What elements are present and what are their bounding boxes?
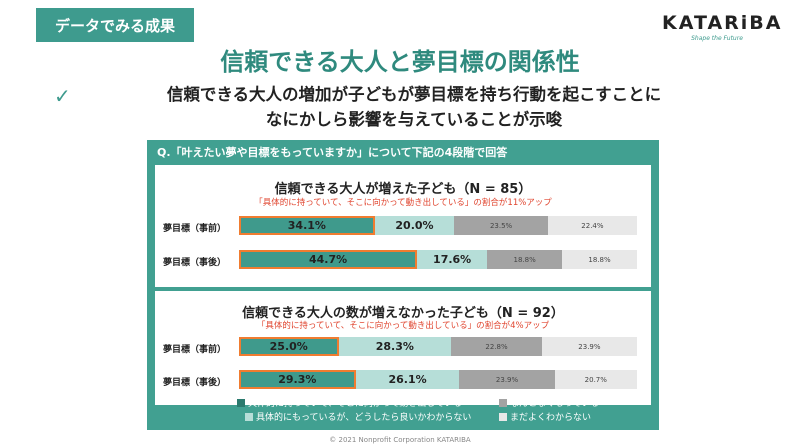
lead-line-2: なにかしら影響を与えていることが示唆 [265,110,563,129]
katariba-logo: KATARiBA Shape the Future [662,12,783,42]
data-label: 22.4% [581,221,604,230]
row-label: 夢目標（事前） [163,345,227,355]
data-label: 17.6% [433,253,472,266]
legend-swatch [237,398,245,407]
data-label: 18.8% [588,255,611,264]
bar-segment: 28.3% [338,337,452,356]
logo-text: KATARiBA [662,12,783,34]
lead-text: 信頼できる大人の増加が子どもが夢目標を持ち行動を起こすことに なにかしら影響を与… [84,82,744,132]
bar-segment: 20.7% [554,370,637,389]
data-label: 20.7% [584,375,607,384]
stacked-bar: 44.7% 17.6% 18.8% 18.8% [239,250,637,269]
group-title: 信頼できる大人が増えた子ども（N = 85） [274,182,532,197]
page-title: 信頼できる大人と夢目標の関係性 [220,48,580,76]
chart-group-increased: 信頼できる大人が増えた子ども（N = 85） 「具体的に持っていて、そこに向かっ… [155,165,651,287]
chart-group-not-increased: 信頼できる大人の数が増えなかった子ども（N = 92） 「具体的に持っていて、そ… [155,291,651,405]
bar-segment: 18.8% [562,250,637,269]
stacked-bar: 25.0% 28.3% 22.8% 23.9% [239,337,637,356]
bar-segment: 18.8% [487,250,563,269]
legend-item: 具体的に持っていて、そこに向かって動き出している [237,396,462,409]
legend-label: 具体的に持っていて、そこに向かって動き出している [248,399,463,409]
chart-legend: 具体的に持っていて、そこに向かって動き出している なんとなくもっている 具体的に… [237,391,617,427]
row-label: 夢目標（事後） [163,258,227,268]
lead-line-1: 信頼できる大人の増加が子どもが夢目標を持ち行動を起こすことに [166,85,662,104]
bar-segment: 29.3% [239,370,356,389]
legend-label: まだよくわからない [510,413,592,423]
row-label: 夢目標（事前） [163,224,227,234]
logo-tagline: Shape the Future [691,35,743,42]
group-subtitle: 「具体的に持っていて、そこに向かって動き出している」の割合が4%アップ [256,321,550,331]
section-tag: データでみる成果 [36,8,194,42]
data-label: 26.1% [388,373,427,386]
legend-item: 具体的にもっているが、どうしたら良いかわからない [245,410,471,423]
group-title: 信頼できる大人の数が増えなかった子ども（N = 92） [242,306,564,321]
data-label: 20.0% [395,219,434,232]
legend-label: なんとなくもっている [510,399,600,409]
bar-segment: 17.6% [417,250,488,269]
bar-segment: 23.5% [454,216,548,235]
legend-swatch [499,398,507,407]
bar-segment: 23.9% [541,337,637,356]
group-subtitle: 「具体的に持っていて、そこに向かって動き出している」の割合が11%アップ [254,198,552,208]
bar-segment: 34.1% [239,216,375,235]
data-label: 28.3% [375,340,414,353]
data-label: 23.9% [495,375,519,384]
copyright: © 2021 Nonprofit Corporation KATARIBA [329,436,471,444]
question-text: Q.「叶えたい夢や目標をもっていますか」について下記の4段階で回答 [157,146,508,159]
bar-segment: 25.0% [239,337,339,356]
data-label: 23.5% [489,221,513,230]
bar-segment: 22.8% [451,337,542,356]
data-label: 44.7% [308,253,348,266]
data-label: 22.8% [485,342,508,351]
bar-segment: 26.1% [355,370,460,389]
legend-label: 具体的にもっているが、どうしたら良いかわからない [256,413,472,423]
legend-item: なんとなくもっている [499,396,599,409]
row-label: 夢目標（事後） [163,378,227,388]
bar-segment: 44.7% [239,250,418,269]
legend-swatch [499,412,507,421]
chart-panel: Q.「叶えたい夢や目標をもっていますか」について下記の4段階で回答 信頼できる大… [147,140,659,430]
legend-swatch [245,412,253,421]
legend-item: まだよくわからない [499,410,591,423]
data-label: 25.0% [269,340,308,353]
bar-segment: 20.0% [374,216,455,235]
data-label: 23.9% [578,342,601,351]
bar-segment: 22.4% [547,216,637,235]
data-label: 29.3% [278,373,317,386]
bar-segment: 23.9% [459,370,555,389]
checkmark-icon: ✓ [54,84,71,108]
stacked-bar: 34.1% 20.0% 23.5% 22.4% [239,216,637,235]
data-label: 34.1% [287,219,326,232]
stacked-bar: 29.3% 26.1% 23.9% 20.7% [239,370,637,389]
data-label: 18.8% [513,255,536,264]
